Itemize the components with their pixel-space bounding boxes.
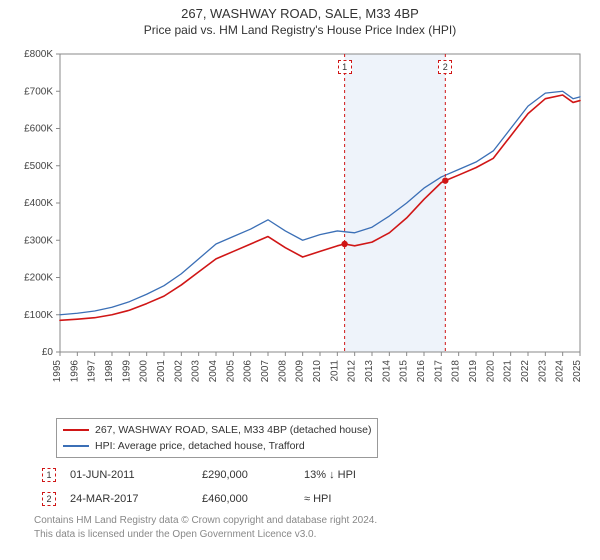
x-tick-label: 2005 — [225, 360, 236, 383]
x-tick-label: 2012 — [347, 360, 358, 383]
event-marker-box: 2 — [438, 60, 452, 74]
legend-swatch — [63, 429, 89, 431]
chart-title-sub: Price paid vs. HM Land Registry's House … — [0, 23, 600, 37]
x-tick-label: 2009 — [295, 360, 306, 383]
event-marker-box: 1 — [42, 468, 56, 482]
chart-area: £0 £100K £200K £300K £400K £500K £600K £700K £80… — [12, 46, 588, 406]
x-tick-label: 2013 — [364, 360, 375, 383]
series-line-1 — [60, 91, 580, 315]
x-tick-label: 2010 — [312, 360, 323, 383]
x-tick-label: 1995 — [52, 360, 63, 383]
table-row: 2 24-MAR-2017£460,000≈ HPI — [36, 488, 362, 510]
x-tick-label: 1997 — [87, 360, 98, 383]
x-tick-label: 2022 — [520, 360, 531, 383]
x-tick-label: 2002 — [173, 360, 184, 383]
legend-swatch — [63, 445, 89, 447]
x-tick-label: 2024 — [555, 360, 566, 383]
x-tick-label: 1998 — [104, 360, 115, 383]
x-tick-label: 2003 — [191, 360, 202, 383]
footer-line-2: This data is licensed under the Open Gov… — [34, 528, 580, 542]
x-tick-label: 2017 — [433, 360, 444, 383]
legend-label: 267, WASHWAY ROAD, SALE, M33 4BP (detach… — [95, 424, 371, 436]
event-delta: ≈ HPI — [298, 488, 362, 510]
event-marker-box: 1 — [338, 60, 352, 74]
x-tick-label: 2008 — [277, 360, 288, 383]
event-marker-box: 2 — [42, 492, 56, 506]
series-line-0 — [60, 95, 580, 320]
y-tick-label: £300K — [24, 235, 53, 246]
x-tick-label: 2016 — [416, 360, 427, 383]
event-price: £460,000 — [196, 488, 296, 510]
chart-title-main: 267, WASHWAY ROAD, SALE, M33 4BP — [0, 6, 600, 21]
x-tick-label: 2007 — [260, 360, 271, 383]
y-tick-label: £200K — [24, 273, 53, 284]
table-row: 1 01-JUN-2011£290,00013% ↓ HPI — [36, 464, 362, 486]
y-tick-label: £100K — [24, 310, 53, 321]
x-tick-label: 2011 — [329, 360, 340, 382]
y-tick-label: £400K — [24, 198, 53, 209]
y-tick-label: £500K — [24, 161, 53, 172]
x-tick-label: 2023 — [537, 360, 548, 383]
x-tick-label: 2020 — [485, 360, 496, 383]
x-tick-label: 2014 — [381, 360, 392, 383]
y-tick-label: £800K — [24, 49, 53, 60]
title-block: 267, WASHWAY ROAD, SALE, M33 4BP Price p… — [0, 0, 600, 37]
legend-row: HPI: Average price, detached house, Traf… — [63, 438, 371, 454]
x-tick-label: 2019 — [468, 360, 479, 383]
x-tick-label: 1999 — [121, 360, 132, 383]
shaded-band — [345, 54, 446, 352]
x-tick-label: 2021 — [503, 360, 514, 383]
y-tick-label: £600K — [24, 124, 53, 135]
event-price: £290,000 — [196, 464, 296, 486]
x-tick-label: 2015 — [399, 360, 410, 383]
legend: 267, WASHWAY ROAD, SALE, M33 4BP (detach… — [56, 418, 378, 458]
event-delta: 13% ↓ HPI — [298, 464, 362, 486]
event-dot — [442, 177, 448, 183]
legend-row: 267, WASHWAY ROAD, SALE, M33 4BP (detach… — [63, 422, 371, 438]
x-tick-label: 2000 — [139, 360, 150, 383]
legend-label: HPI: Average price, detached house, Traf… — [95, 440, 305, 452]
x-tick-label: 2018 — [451, 360, 462, 383]
footer-line-1: Contains HM Land Registry data © Crown c… — [34, 514, 580, 528]
event-date: 24-MAR-2017 — [64, 488, 194, 510]
x-tick-label: 2025 — [572, 360, 583, 383]
footer: Contains HM Land Registry data © Crown c… — [34, 514, 580, 541]
event-dot — [341, 241, 347, 247]
events-table: 1 01-JUN-2011£290,00013% ↓ HPI 2 24-MAR-201… — [34, 462, 364, 512]
event-date: 01-JUN-2011 — [64, 464, 194, 486]
chart-svg: £0 £100K £200K £300K £400K £500K £600K £700K £80… — [12, 46, 588, 406]
x-tick-label: 2004 — [208, 360, 219, 383]
x-tick-label: 1996 — [69, 360, 80, 383]
x-tick-label: 2001 — [156, 360, 167, 383]
x-tick-label: 2006 — [243, 360, 254, 383]
y-tick-label: £700K — [24, 86, 53, 97]
y-tick-label: £0 — [42, 347, 54, 358]
